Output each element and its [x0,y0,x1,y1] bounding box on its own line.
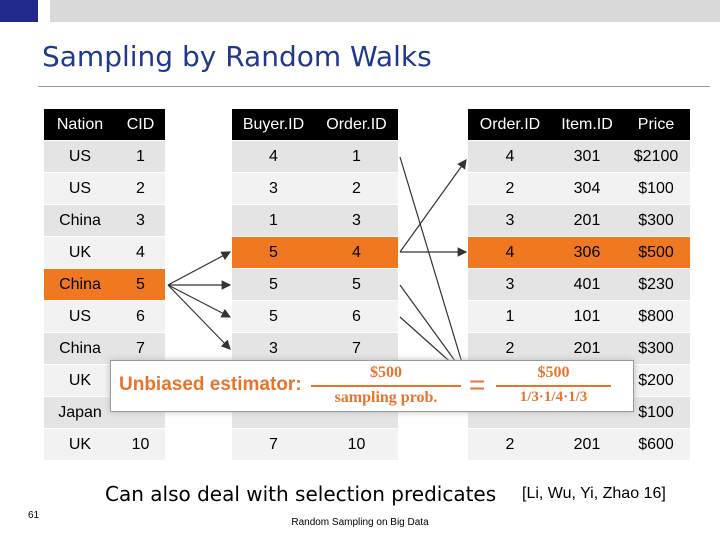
table-cell: 201 [552,204,622,236]
table-cell: 6 [116,300,165,332]
table-cell: 201 [552,428,622,460]
table-cell: China [44,204,116,236]
table-cell: 2 [468,428,552,460]
table-cell: 7 [116,332,165,364]
table-cell: $300 [622,204,690,236]
table-cell: 101 [552,300,622,332]
column-header: Item.ID [552,108,622,140]
table-cell: 3 [468,268,552,300]
column-header: Price [622,108,690,140]
table-cell: $600 [622,428,690,460]
table-cell: 3 [232,172,315,204]
citation: [Li, Wu, Yi, Zhao 16] [522,485,666,502]
table-cell: China [44,268,116,300]
table-cell: 2 [116,172,165,204]
title-rule [38,86,710,87]
estimator-label: Unbiased estimator: [119,374,302,395]
page-number: 61 [28,510,40,521]
table-cell: 5 [232,268,315,300]
table-cell: US [44,300,116,332]
column-header: CID [116,108,165,140]
table-cell: 301 [552,140,622,172]
table-cell: $500 [622,236,690,268]
table-cell: 10 [116,428,165,460]
table-cell: 3 [116,204,165,236]
deck-title: Random Sampling on Big Data [291,517,429,528]
table-cell: 4 [468,236,552,268]
table-cell: Japan [44,396,116,428]
fraction-bar [496,385,611,387]
table-cell: 306 [552,236,622,268]
table-cell: 1 [232,204,315,236]
table-cell: $230 [622,268,690,300]
corner-block [0,0,38,22]
table-cell: 6 [315,300,398,332]
table-cell: UK [44,236,116,268]
table-cell: 1 [468,300,552,332]
column-header: Order.ID [468,108,552,140]
numerator: $500 [537,364,570,381]
table-cell: 10 [315,428,398,460]
table-cell: 5 [232,236,315,268]
denominator: sampling prob. [334,389,438,406]
table-cell: 201 [552,332,622,364]
table-cell: 304 [552,172,622,204]
table-cell: 3 [315,204,398,236]
table-cell: 5 [116,268,165,300]
table-cell: US [44,172,116,204]
table-cell: $300 [622,332,690,364]
denominator: 1/3·1/4·1/3 [519,389,588,405]
table-cell: 3 [468,204,552,236]
table-cell: China [44,332,116,364]
table-cell: 1 [315,140,398,172]
column-header: Order.ID [315,108,398,140]
table-cell: $100 [622,172,690,204]
equals: = [469,369,486,400]
table-cell: 5 [315,268,398,300]
table-cell: 7 [315,332,398,364]
column-header: Nation [44,108,116,140]
title: Sampling by Random Walks [42,40,432,73]
table-cell: 2 [468,332,552,364]
table-cell: UK [44,364,116,396]
table-cell: $800 [622,300,690,332]
table-cell: 4 [468,140,552,172]
table-cell: 7 [232,428,315,460]
estimator-box: Unbiased estimator: $500 sampling prob. … [110,360,634,412]
table-cell: 3 [232,332,315,364]
table-cell: 1 [116,140,165,172]
table-cell: UK [44,428,116,460]
table-cell: 4 [116,236,165,268]
note: Can also deal with selection predicates [105,482,497,506]
table-cell: 2 [315,172,398,204]
top-bar [50,0,720,22]
table-cell: $2100 [622,140,690,172]
table-cell: US [44,140,116,172]
table-cell: 2 [468,172,552,204]
fraction-bar [311,385,461,387]
column-header: Buyer.ID [232,108,315,140]
table-cell: 4 [315,236,398,268]
table-cell: 4 [232,140,315,172]
table-cell: 5 [232,300,315,332]
numerator: $500 [370,364,402,381]
table-cell: 401 [552,268,622,300]
